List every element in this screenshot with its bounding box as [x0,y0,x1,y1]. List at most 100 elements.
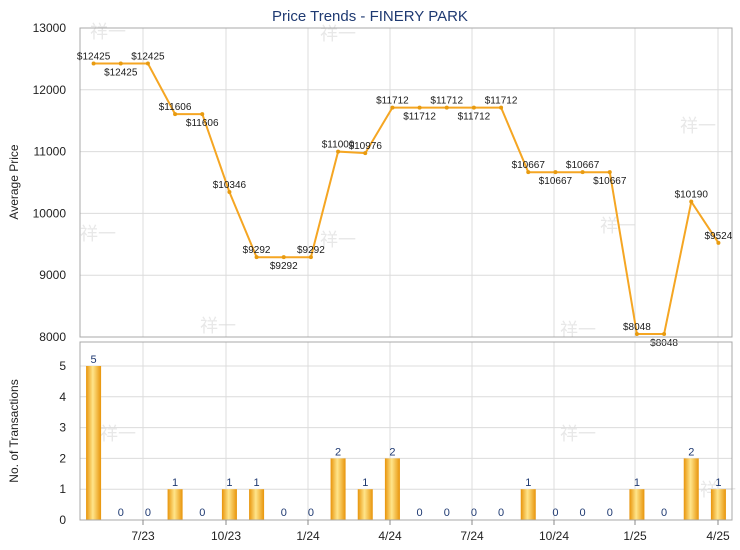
transactions-data-label: 0 [580,507,586,519]
x-tick-label: 7/23 [131,529,155,543]
transactions-plot-frame [79,341,733,521]
transactions-bar [384,458,400,520]
price-point [607,170,612,175]
price-y-tick-label: 11000 [34,145,67,159]
transactions-y-tick-label: 1 [59,482,66,496]
transactions-y-tick-label: 0 [59,513,66,527]
transactions-data-label: 0 [552,507,558,519]
watermark-mark: 祥一 [320,230,356,251]
price-y-tick-label: 12000 [33,83,67,97]
transactions-data-label: 0 [444,507,450,519]
transactions-data-label: 0 [199,507,205,519]
transactions-y-tick-label: 4 [59,390,66,404]
price-point [145,61,150,66]
transactions-data-label: 1 [226,477,232,489]
price-data-label: $10667 [539,176,573,187]
transactions-y-tick-label: 3 [59,421,66,435]
transactions-data-label: 0 [661,507,667,519]
watermark-mark: 祥一 [80,224,116,245]
price-point [634,332,639,337]
price-point [173,112,178,117]
price-series-line [93,62,720,335]
price-data-label: $11712 [485,96,518,107]
transactions-bar [330,458,346,520]
transactions-y-tick-label: 5 [59,359,66,373]
price-gridlines [80,27,732,338]
watermark-mark: 祥一 [560,424,596,445]
price-y-axis: 8000 9000 10000 11000 12000 13000 [33,21,67,344]
price-point [662,332,667,337]
price-point [254,255,259,260]
transactions-y-tick-label: 2 [59,451,66,465]
watermark-layer: 祥一祥一祥一祥一祥一祥一祥一祥一祥一祥一祥一 [80,22,736,501]
price-data-labels: $12425 $12425 $12425 $11606 $11606 $10346 $929… [77,52,733,349]
x-tick-label: 10/23 [211,529,241,543]
transactions-data-label: 0 [118,507,124,519]
transactions-bar [86,366,102,520]
price-point [200,112,205,117]
price-data-label: $10346 [213,180,247,191]
transactions-data-label: 5 [91,354,97,366]
price-point [91,61,96,66]
transactions-bar [520,489,536,520]
transactions-data-label: 1 [254,477,260,489]
price-data-label: $9292 [270,261,298,272]
transactions-bar [357,489,373,520]
transactions-data-label: 2 [335,446,341,458]
price-data-label: $9292 [297,245,325,256]
chart-title: Price Trends - FINERY PARK [272,8,468,25]
x-tick-label: 1/24 [296,529,320,543]
price-data-label: $11606 [159,102,192,113]
price-data-label: $12425 [131,52,165,63]
transactions-data-label: 2 [688,446,694,458]
price-y-tick-label: 13000 [33,21,67,35]
price-point [716,240,721,245]
transactions-bar [249,489,265,520]
x-axis: 7/23 10/23 1/24 4/24 7/24 10/24 1/25 4/25 [131,520,730,543]
price-y-tick-label: 9000 [39,268,66,282]
transactions-bar [629,489,645,520]
price-data-label: $10976 [349,141,383,152]
price-data-label: $10667 [593,176,627,187]
transactions-data-label: 1 [525,477,531,489]
transactions-data-label: 0 [498,507,504,519]
price-point [499,105,504,110]
transactions-data-label: 0 [308,507,314,519]
price-data-label: $10667 [512,160,546,171]
transactions-data-label: 0 [145,507,151,519]
transactions-bar [683,458,699,520]
price-point [336,149,341,154]
transactions-y-axis: 0 1 2 3 4 5 [59,359,66,527]
transactions-data-label: 2 [389,446,395,458]
price-data-label: $8048 [623,322,651,333]
price-points [91,61,721,337]
price-data-label: $12425 [104,68,138,79]
transactions-data-labels: 5 0 0 1 0 1 1 0 0 2 1 2 0 0 0 0 1 0 0 0 1 0 2 1 [91,354,722,519]
price-y-axis-title: Average Price [7,144,21,219]
transactions-data-label: 0 [281,507,287,519]
price-data-label: $9524 [705,231,733,242]
price-point [308,255,313,260]
transactions-data-label: 1 [172,477,178,489]
price-data-label: $9292 [243,245,271,256]
price-y-tick-label: 10000 [33,206,67,220]
price-point [227,190,232,195]
price-data-label: $11712 [458,112,491,123]
price-data-label: $8048 [650,338,678,349]
price-data-label: $11712 [376,96,409,107]
price-point [553,170,558,175]
price-point [580,170,585,175]
x-tick-label: 4/25 [706,529,730,543]
watermark-mark: 祥一 [320,24,356,45]
transactions-gridlines [80,342,732,521]
price-plot-frame [79,27,733,338]
price-point [526,170,531,175]
price-data-label: $12425 [77,52,111,63]
watermark-mark: 祥一 [200,316,236,337]
price-point [281,255,286,260]
transactions-y-axis-title: No. of Transactions [7,379,21,482]
price-data-label: $11712 [430,96,463,107]
price-point [118,61,123,66]
price-y-tick-label: 8000 [39,330,66,344]
